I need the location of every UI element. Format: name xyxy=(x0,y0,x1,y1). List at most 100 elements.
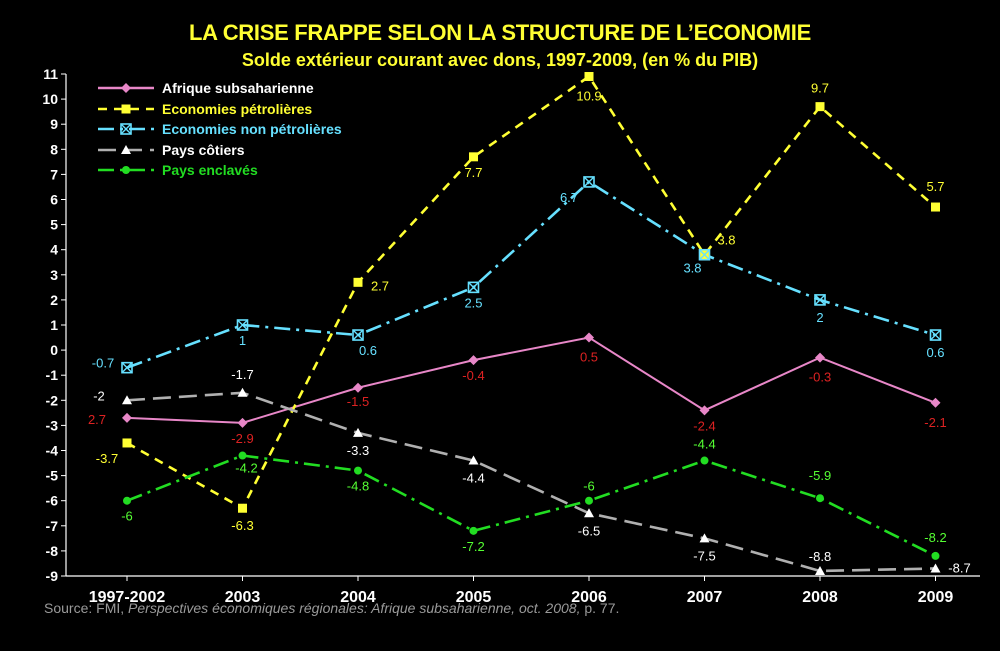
data-label: 0.6 xyxy=(359,343,377,358)
data-point xyxy=(583,176,595,188)
data-label: 2 xyxy=(816,310,823,325)
data-point xyxy=(930,563,941,573)
source-prefix: Source: FMI, xyxy=(44,600,129,616)
data-label: -8.2 xyxy=(924,530,946,545)
y-tick-label: 2 xyxy=(50,292,58,308)
x-tick-label: 1997-2002 xyxy=(89,589,166,606)
data-label: -6.3 xyxy=(231,518,253,533)
y-tick-label: 9 xyxy=(50,116,58,132)
data-point xyxy=(584,72,594,82)
legend-marker xyxy=(121,83,131,93)
data-label: -4.4 xyxy=(462,471,484,486)
data-point xyxy=(584,508,594,518)
y-tick-label: -7 xyxy=(46,518,59,534)
legend-label: Economies non pétrolières xyxy=(162,121,342,137)
data-point xyxy=(815,565,825,575)
data-label: 6.7 xyxy=(560,190,578,205)
x-tick-label: 2005 xyxy=(456,589,492,606)
series-line-4 xyxy=(126,454,937,558)
series-line-1 xyxy=(126,74,937,511)
y-tick-label: -2 xyxy=(46,392,59,408)
data-label: -4.4 xyxy=(693,437,715,452)
legend-label: Afrique subsaharienne xyxy=(162,80,314,96)
y-tick-label: 3 xyxy=(50,267,58,283)
data-point xyxy=(699,533,710,543)
series-line-0 xyxy=(126,336,936,424)
legend-swatch xyxy=(98,144,154,154)
data-label: -4.8 xyxy=(347,479,369,494)
y-tick-label: -5 xyxy=(46,468,59,484)
data-label: 2.7 xyxy=(88,412,106,427)
axes: 11109876543210-1-2-3-4-5-6-7-8-91997-200… xyxy=(42,66,980,606)
y-tick-label: 0 xyxy=(50,342,58,358)
data-point xyxy=(237,417,248,428)
y-tick-label: 5 xyxy=(50,217,58,233)
data-label: 3.8 xyxy=(683,261,701,276)
data-point xyxy=(816,494,824,503)
data-point xyxy=(122,395,132,405)
y-tick-label: 8 xyxy=(50,141,58,157)
data-label: 2.7 xyxy=(371,278,389,293)
source-page: p. 77. xyxy=(580,600,620,616)
data-point xyxy=(353,382,363,393)
legend-label: Economies pétrolières xyxy=(162,100,313,117)
legend-item: Economies pétrolières xyxy=(96,99,416,119)
data-point xyxy=(354,466,362,475)
chart-title: LA CRISE FRAPPE SELON LA STRUCTURE DE L’… xyxy=(188,20,811,45)
legend-item: Economies non pétrolières xyxy=(96,119,416,139)
legend-label: Pays enclavés xyxy=(162,162,258,178)
data-point xyxy=(468,355,479,366)
legend-marker xyxy=(122,166,130,174)
data-point xyxy=(584,332,594,343)
y-tick-label: -4 xyxy=(46,443,59,459)
data-label: -4.2 xyxy=(235,461,257,476)
legend-item: Pays enclavés xyxy=(96,160,416,180)
legend-item: Afrique subsaharienne xyxy=(96,78,416,98)
chart-subtitle: Solde extérieur courant avec dons, 1997-… xyxy=(241,50,759,70)
y-tick-label: 6 xyxy=(50,192,58,208)
data-point xyxy=(238,503,247,513)
data-label: -2.9 xyxy=(231,431,253,446)
legend-marker xyxy=(121,104,131,113)
legend-swatch xyxy=(98,123,154,135)
data-point xyxy=(121,361,133,374)
data-point xyxy=(931,551,940,560)
data-point xyxy=(122,438,132,448)
data-point xyxy=(467,281,480,294)
data-label: -2.4 xyxy=(693,418,715,433)
legend-marker xyxy=(121,144,131,154)
data-point xyxy=(930,397,941,408)
data-label: -2.1 xyxy=(924,415,946,430)
y-tick-label: -9 xyxy=(46,568,59,584)
legend-swatch xyxy=(98,83,154,93)
data-point xyxy=(238,451,247,460)
data-label: 0.5 xyxy=(580,350,598,365)
data-label: 10.9 xyxy=(576,89,601,104)
legend-swatch xyxy=(98,104,154,113)
series-markers xyxy=(121,72,942,575)
data-label: -0.3 xyxy=(809,370,831,385)
data-label: -6.5 xyxy=(578,523,600,538)
y-tick-label: -6 xyxy=(46,493,59,509)
y-tick-label: 4 xyxy=(50,242,58,258)
data-point xyxy=(699,405,710,416)
x-tick-label: 2009 xyxy=(918,589,954,606)
data-point xyxy=(236,319,249,331)
legend-marker xyxy=(120,123,132,135)
data-point xyxy=(469,526,478,535)
data-point xyxy=(123,496,131,505)
legend-label: Pays côtiers xyxy=(162,141,245,158)
data-label: 0.6 xyxy=(926,345,944,360)
x-tick-label: 2007 xyxy=(687,589,723,606)
source-note: Source: FMI, Perspectives économiques ré… xyxy=(44,600,619,616)
data-point xyxy=(353,277,363,287)
x-tick-label: 2003 xyxy=(225,589,261,606)
y-tick-label: 1 xyxy=(50,317,58,333)
data-labels: 2.7 -2.9 -1.5 -0.4 0.5 -2.4 -0.3 -2.1 -3.7 -6.3 2.… xyxy=(88,81,971,576)
data-point xyxy=(585,496,593,505)
y-tick-label: 10 xyxy=(42,91,58,107)
data-point xyxy=(468,455,479,465)
data-label: -8.7 xyxy=(948,560,970,575)
legend-swatch xyxy=(98,166,154,174)
y-tick-label: 7 xyxy=(50,166,58,182)
